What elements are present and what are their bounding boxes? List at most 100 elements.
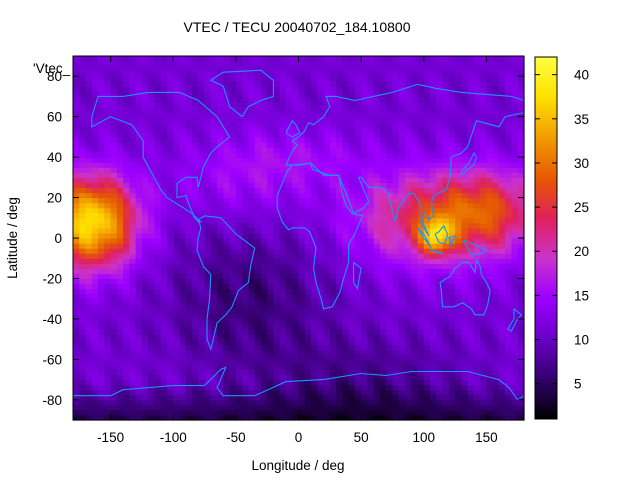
heat-cell [279,253,287,259]
heat-cell [498,56,506,62]
heat-cell [173,248,181,254]
heat-cell [217,212,224,219]
heat-cell [135,374,143,381]
heat-cell [154,298,162,305]
heat-cell [148,217,156,224]
heat-cell [386,278,394,285]
heat-cell [166,217,174,224]
heat-cell [448,389,456,396]
heat-cell [480,121,488,128]
heat-cell [455,329,462,335]
heat-cell [116,197,124,204]
heat-cell [386,369,394,376]
heat-cell [461,389,469,396]
heat-cell [492,61,500,67]
heat-cell [448,136,456,143]
heat-cell [404,116,412,123]
heat-cell [329,187,337,194]
heat-cell [285,384,293,391]
heat-cell [104,268,112,274]
heat-cell [498,238,506,244]
heat-cell [473,394,481,401]
heat-cell [135,56,143,62]
heat-cell [148,258,156,264]
heat-cell [217,187,224,194]
heat-cell [448,384,456,391]
heat-cell [430,238,437,244]
heat-cell [430,293,437,300]
heat-cell [379,258,387,264]
heat-cell [116,243,124,249]
heat-cell [404,227,412,234]
heat-cell [85,86,93,92]
heat-cell [342,131,350,138]
heat-cell [304,86,312,92]
heat-cell [311,147,318,153]
heat-cell [73,313,80,320]
heat-cell [192,76,199,82]
heat-cell [379,126,387,133]
heat-cell [242,86,249,92]
heat-cell [442,263,450,269]
heat-cell [329,152,337,158]
heat-cell [411,303,419,310]
heat-cell [498,167,506,173]
heat-cell [185,71,193,77]
heat-cell [160,167,168,173]
heat-cell [73,253,80,259]
heat-cell [235,303,243,310]
heat-cell [367,56,375,62]
heat-cell [260,101,268,108]
heat-cell [223,187,231,194]
heat-cell [248,329,256,335]
heat-cell [480,303,488,310]
heat-cell [91,323,99,330]
heat-cell [98,248,105,254]
heat-cell [455,56,462,62]
heat-cell [217,157,224,163]
heat-cell [210,318,218,325]
heat-cell [354,172,362,178]
heat-cell [448,404,456,411]
heat-cell [141,227,149,234]
heat-cell [185,207,193,214]
heat-cell [129,404,137,411]
heat-cell [285,232,293,239]
heat-cell [404,147,412,153]
heat-cell [98,197,105,204]
heat-cell [185,121,193,128]
heat-cell [229,187,237,194]
heat-cell [173,364,181,371]
heat-cell [279,141,287,148]
heat-cell [342,177,350,183]
heat-cell [254,238,262,244]
heat-cell [73,384,80,391]
heat-cell [160,404,168,411]
heat-cell [398,293,406,300]
heat-cell [242,374,249,381]
heat-cell [273,384,281,391]
heat-cell [123,283,130,290]
heat-cell [242,384,249,391]
heat-cell [304,91,312,98]
heat-cell [367,268,375,274]
heat-cell [166,116,174,123]
heat-cell [411,136,419,143]
heat-cell [173,86,181,92]
heat-cell [179,364,187,371]
heat-cell [442,384,450,391]
heat-cell [260,121,268,128]
heat-cell [148,334,156,340]
heat-cell [386,227,394,234]
heat-cell [98,182,105,189]
heat-cell [98,374,105,381]
heat-cell [298,318,306,325]
heat-cell [473,172,481,178]
heat-cell [336,344,343,350]
heat-cell [285,243,293,249]
heat-cell [273,91,281,98]
heat-cell [373,308,381,315]
heat-cell [379,293,387,300]
heat-cell [223,334,231,340]
heat-cell [354,374,362,381]
